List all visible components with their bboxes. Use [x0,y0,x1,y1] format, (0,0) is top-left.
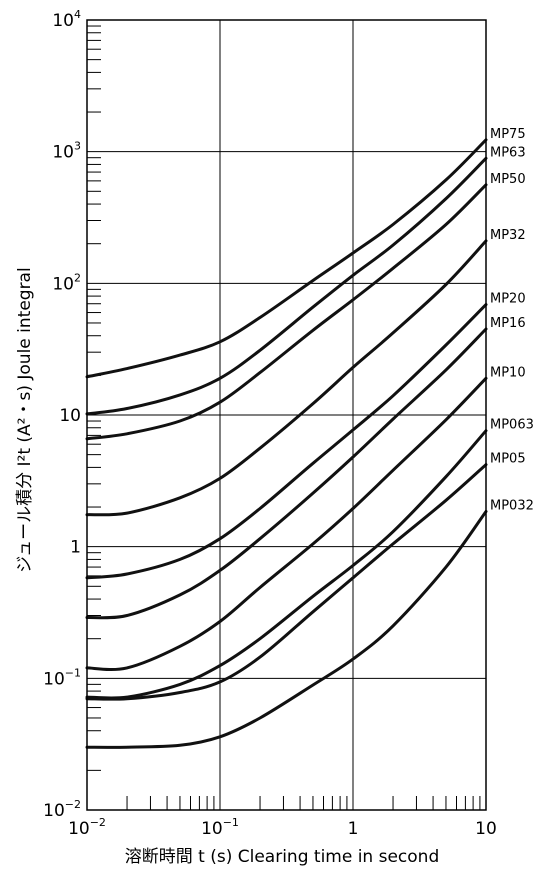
y-tick-label: 103 [52,140,81,163]
series-label-mp032: MP032 [490,498,534,513]
series-label-mp50: MP50 [490,172,526,187]
series-label-mp63: MP63 [490,145,526,160]
y-tick-label: 102 [52,271,81,294]
series-line-mp032 [85,510,488,749]
series-lines [85,138,488,749]
y-tick-label: 1 [70,538,81,558]
x-tick-label: 1 [348,819,359,839]
series-label-mp05: MP05 [490,452,526,467]
tick-labels: 10−2 10−1 1 10 10−2 10−1 1 10 102 103 104 [43,8,497,839]
gridlines [87,20,486,810]
x-tick-label: 10 [475,819,497,839]
series-label-mp16: MP16 [490,316,526,331]
series-label-mp10: MP10 [490,365,526,380]
plot-frame [86,19,487,811]
series-line-mp10 [85,376,488,671]
series-line-mp50 [85,183,488,441]
y-tick-label: 10 [59,406,81,426]
y-tick-label: 10−2 [43,798,81,821]
series-line-mp05 [85,463,488,701]
series-label-mp063: MP063 [490,418,534,433]
minor-ticks [87,25,481,810]
series-line-mp16 [85,327,488,620]
series-label-mp32: MP32 [490,228,526,243]
series-line-mp063 [85,429,488,700]
x-tick-label: 10−2 [68,816,106,839]
series-line-mp20 [85,303,488,580]
y-axis-title: ジュール積分 I²t (A²・s) Joule integral [15,267,35,572]
series-line-mp32 [85,239,488,517]
y-tick-label: 10−1 [43,666,81,689]
x-tick-label: 10−1 [201,816,239,839]
y-tick-label: 104 [52,8,81,31]
series-line-mp63 [85,156,488,416]
series-line-mp75 [85,138,488,379]
series-labels: MP75 MP63 MP50 MP32 MP20 MP16 MP10 MP063 MP05 MP0… [490,127,534,514]
x-axis-title: 溶断時間 t (s) Clearing time in second [125,847,440,867]
series-label-mp20: MP20 [490,292,526,307]
series-label-mp75: MP75 [490,127,526,142]
